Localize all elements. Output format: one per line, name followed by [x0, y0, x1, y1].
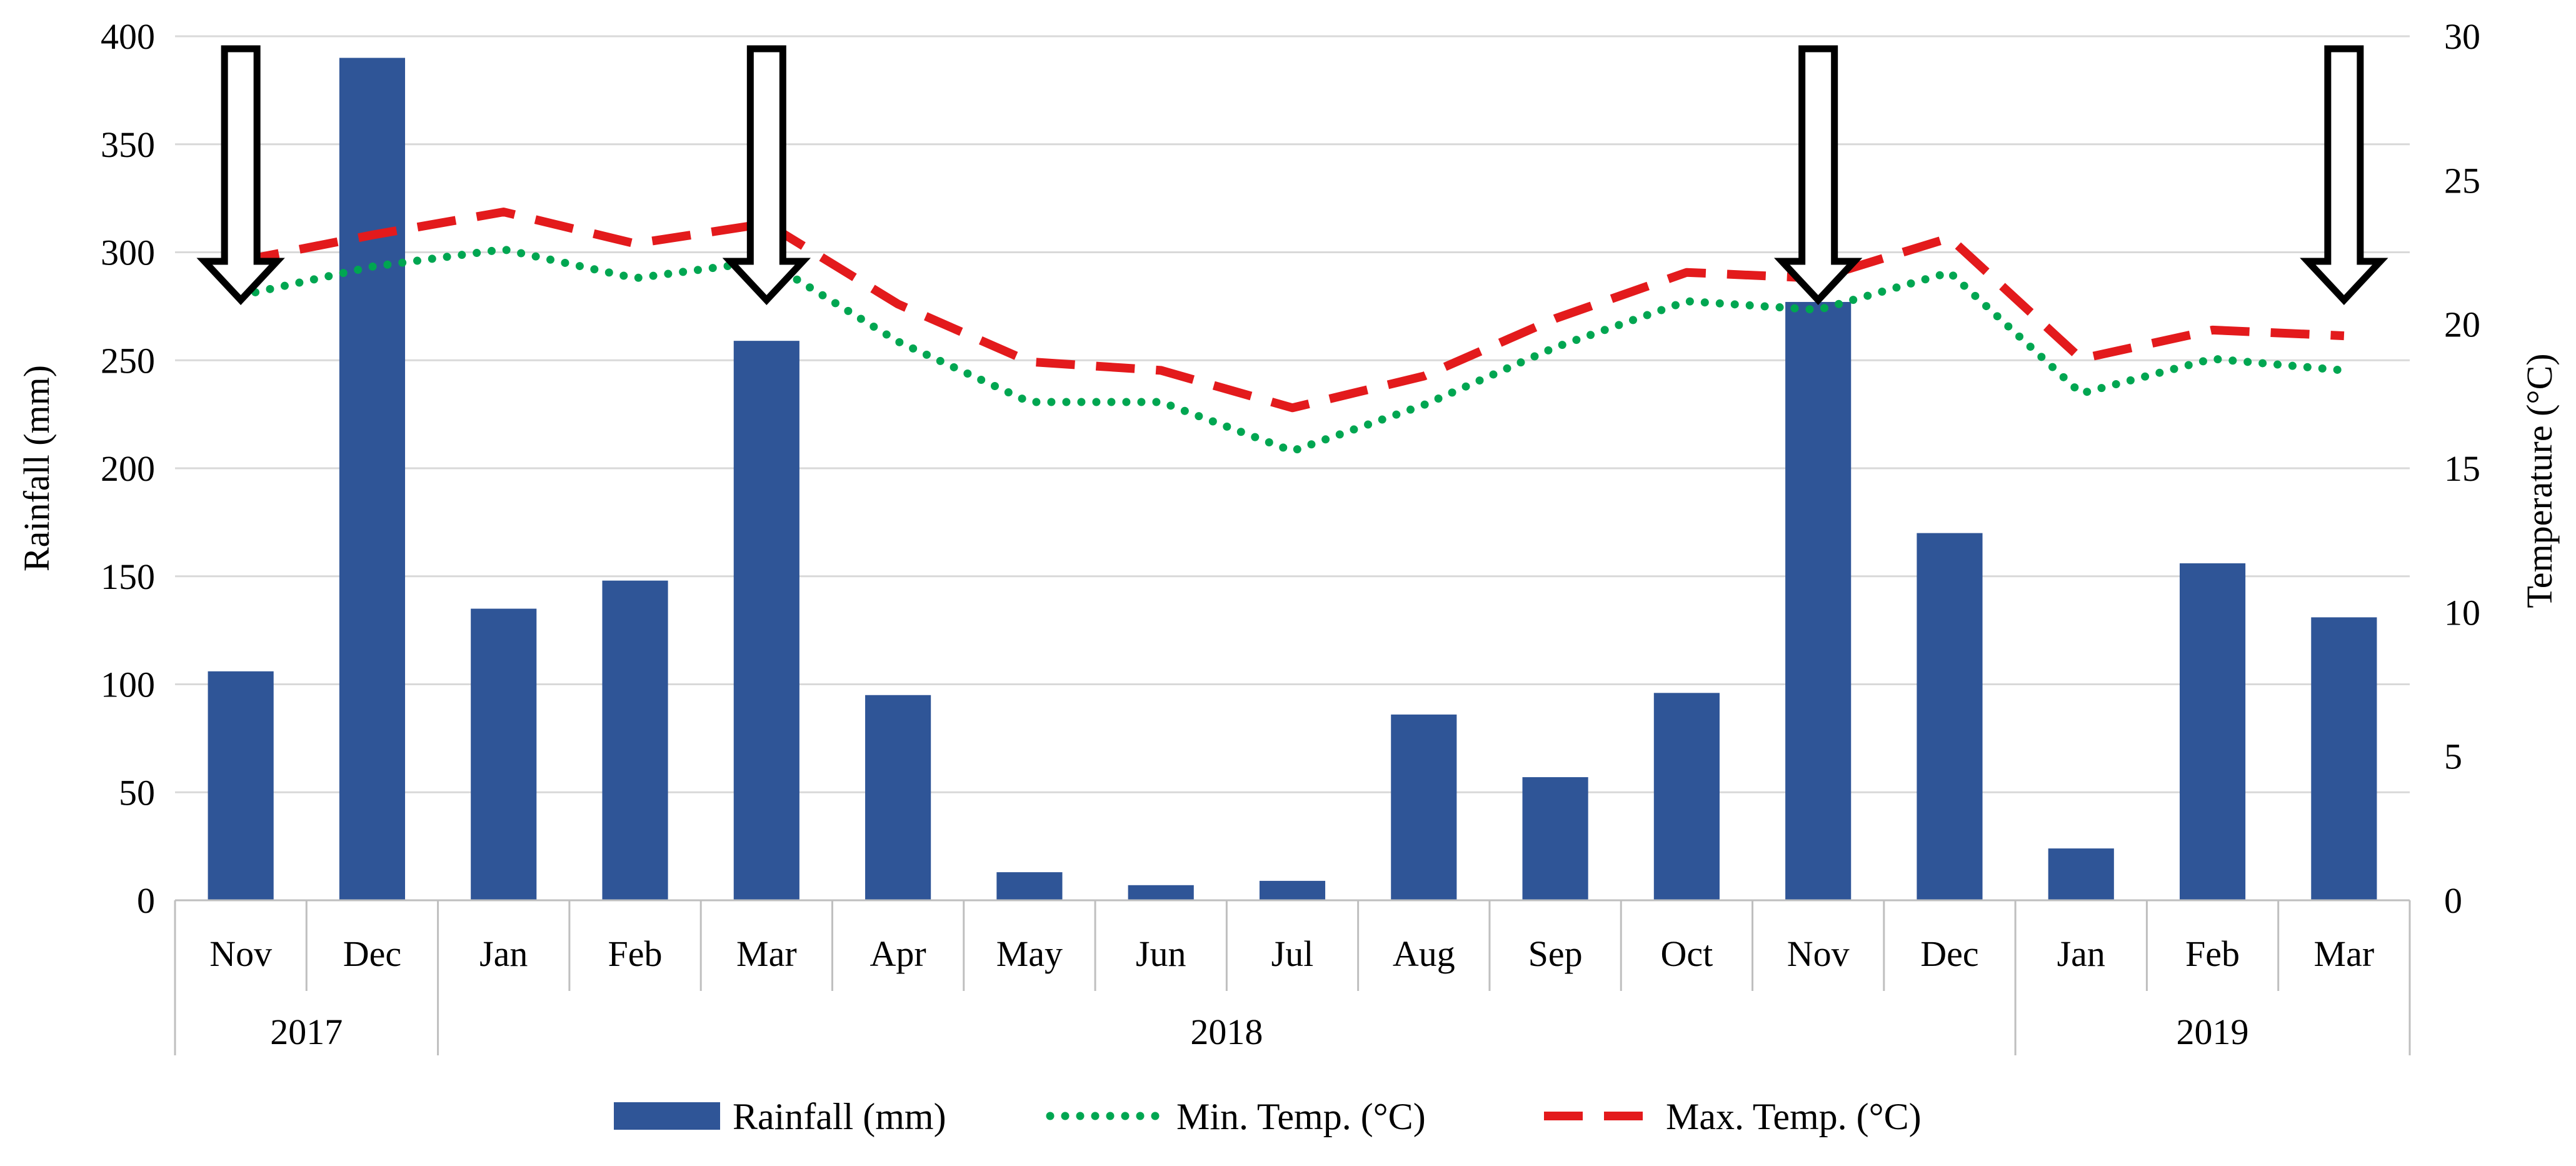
- right-axis-tick-label: 10: [2444, 592, 2480, 633]
- down-arrow-marker: [1774, 45, 1863, 306]
- legend-label-max-temp: Max. Temp. (°C): [1666, 1096, 1922, 1137]
- legend-label-min-temp: Min. Temp. (°C): [1176, 1096, 1426, 1137]
- month-tick-label: Aug: [1393, 933, 1455, 974]
- right-axis-tick-label: 20: [2444, 304, 2480, 345]
- year-group-label: 2017: [270, 1012, 343, 1052]
- left-axis-tick-label: 300: [101, 233, 155, 273]
- arrow-markers: [196, 45, 2388, 306]
- legend-label-rainfall: Rainfall (mm): [733, 1096, 946, 1137]
- month-tick-label: Dec: [1920, 933, 1978, 974]
- year-group-label: 2018: [1190, 1012, 1263, 1052]
- rainfall-bar: [1653, 693, 1720, 900]
- month-tick-label: Feb: [2185, 933, 2240, 974]
- legend: Rainfall (mm) Min. Temp. (°C) Max. Temp. (…: [614, 1096, 1922, 1137]
- rainfall-bar: [733, 341, 799, 900]
- month-tick-label: Jun: [1136, 933, 1186, 974]
- rainfall-bar: [996, 872, 1063, 900]
- right-axis-tick-label: 15: [2444, 448, 2480, 489]
- down-arrow-marker: [196, 45, 285, 306]
- rainfall-bar: [1785, 301, 1852, 901]
- left-axis-tick-label: 400: [101, 16, 155, 57]
- left-axis-tick-label: 0: [137, 880, 155, 921]
- axes: 0 50 100 150 200 250 300 350 400 0 5 10 15 20 25 30 Nov D…: [16, 16, 2560, 1055]
- month-tick-label: Oct: [1661, 933, 1713, 974]
- rainfall-bar: [865, 695, 931, 900]
- down-arrow-marker: [2300, 45, 2388, 306]
- month-tick-label: Nov: [1787, 933, 1850, 974]
- month-tick-label: Nov: [209, 933, 272, 974]
- left-axis-tick-label: 200: [101, 448, 155, 489]
- rainfall-bar: [1522, 777, 1588, 900]
- rainfall-bar: [1259, 880, 1326, 900]
- month-tick-label: Jan: [479, 933, 528, 974]
- left-axis-tick-label: 50: [119, 772, 155, 813]
- rainfall-bar: [2311, 617, 2377, 900]
- rainfall-bar: [602, 580, 668, 900]
- left-axis-tick-label: 100: [101, 665, 155, 705]
- month-tick-label: Feb: [608, 933, 663, 974]
- right-axis-tick-label: 25: [2444, 160, 2480, 201]
- rainfall-bars: [208, 58, 2377, 901]
- rainfall-bar: [1391, 714, 1457, 900]
- rainfall-bar: [471, 608, 537, 900]
- max-temp-line: [239, 208, 2345, 413]
- left-axis-title: Rainfall (mm): [16, 365, 57, 571]
- right-axis-tick-label: 0: [2444, 880, 2462, 921]
- legend-swatch-rainfall: [614, 1102, 720, 1130]
- rainfall-bar: [2048, 848, 2114, 900]
- left-axis-tick-label: 250: [101, 340, 155, 381]
- month-tick-label: Apr: [870, 933, 926, 974]
- month-tick-label: May: [996, 933, 1063, 974]
- right-axis-tick-label: 30: [2444, 16, 2480, 57]
- gridlines: [175, 35, 2410, 793]
- down-arrow-marker: [722, 45, 811, 306]
- rainfall-bar: [1128, 885, 1194, 900]
- left-axis-tick-label: 350: [101, 124, 155, 165]
- right-axis-title: Temperature (°C): [2519, 353, 2560, 608]
- rainfall-bar: [208, 671, 274, 900]
- rainfall-bar: [339, 58, 406, 900]
- month-tick-label: Mar: [736, 933, 797, 974]
- year-group-label: 2019: [2177, 1012, 2249, 1052]
- min-temp-line: [236, 245, 2348, 455]
- rainfall-bar: [2179, 563, 2246, 900]
- right-axis-tick-label: 5: [2444, 736, 2462, 777]
- temperature-lines: [236, 208, 2348, 455]
- month-tick-label: Jan: [2057, 933, 2105, 974]
- rainfall-bar: [1917, 533, 1983, 900]
- month-tick-label: Dec: [343, 933, 401, 974]
- month-tick-label: Sep: [1528, 933, 1583, 974]
- left-axis-tick-label: 150: [101, 556, 155, 597]
- month-tick-label: Mar: [2314, 933, 2375, 974]
- month-tick-label: Jul: [1271, 933, 1314, 974]
